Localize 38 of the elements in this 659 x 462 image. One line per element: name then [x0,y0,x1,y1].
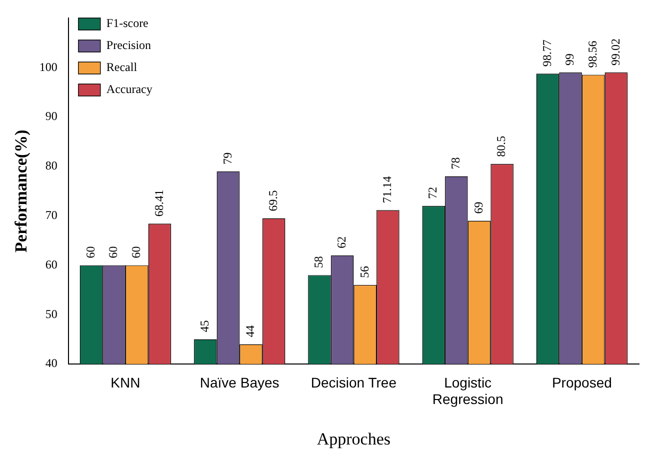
x-tick-label: Naïve Bayes [200,374,280,390]
x-tick-label: Proposed [552,374,612,390]
data-label: 68.41 [152,190,166,217]
y-axis-title: Performance(%) [12,130,31,252]
y-tick-label: 100 [39,60,58,74]
x-tick-label: Logistic Regression [432,374,504,408]
data-label: 98.56 [586,40,600,68]
data-label: 60 [129,246,144,258]
y-tick-label: 90 [45,109,58,124]
legend-label: Precision [106,38,152,52]
data-label: 79 [220,152,234,164]
x-tick-label: KNN [110,374,140,390]
y-tick-label: 40 [45,356,58,370]
data-label: 62 [334,236,348,248]
data-label: 69.5 [266,190,280,212]
y-tick-label: 70 [45,208,58,222]
data-label: 44 [243,325,258,338]
data-label: 99.02 [608,38,622,66]
data-label: 56 [357,266,372,278]
x-axis-title: Approches [316,429,391,448]
data-label: 98.77 [540,40,554,67]
legend-label: F1-score [106,16,148,30]
data-label: 80.5 [494,136,508,157]
data-label: 72 [426,186,440,199]
legend-label: Accuracy [106,82,152,96]
data-label: 60 [83,246,98,258]
data-label: 58 [312,256,326,268]
y-tick-label: 80 [45,158,58,173]
data-label: 69 [471,202,486,214]
data-label: 99 [562,54,577,66]
x-tick-label: Decision Tree [310,374,397,390]
y-tick-label: 60 [45,257,58,272]
legend-label: Recall [106,60,138,74]
data-label: 60 [106,246,120,258]
data-label: 78 [448,157,463,170]
y-tick-label: 50 [45,306,58,321]
data-label: 71.14 [380,176,394,204]
data-label: 45 [198,320,212,332]
